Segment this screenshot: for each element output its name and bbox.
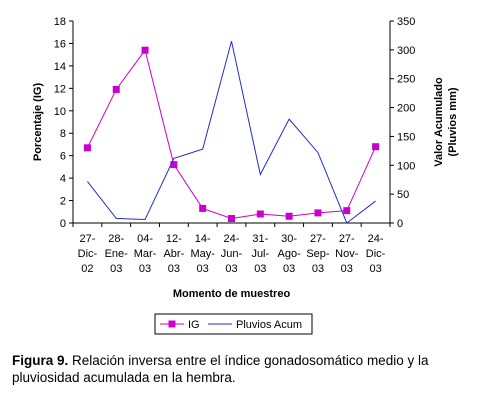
right-y-tick-label: 0 xyxy=(397,218,403,230)
left-y-tick-label: 2 xyxy=(60,196,66,208)
ig-data-point xyxy=(199,204,207,212)
x-tick-label: 27- xyxy=(79,233,95,245)
left-y-tick-label: 12 xyxy=(54,83,66,95)
x-tick-label: Sep- xyxy=(306,248,330,260)
x-tick-label: 03 xyxy=(283,263,295,275)
x-tick-label: 02 xyxy=(81,263,93,275)
chart-marks xyxy=(83,41,380,224)
x-tick-label: May- xyxy=(190,248,215,260)
x-axis-title: Momento de muestreo xyxy=(173,288,291,300)
right-y-axis-title-line-2: (Pluvios mm) xyxy=(447,87,459,156)
x-tick-label: 24- xyxy=(368,233,384,245)
left-y-tick-label: 14 xyxy=(54,61,66,73)
x-tick-label: 03 xyxy=(110,263,122,275)
x-tick-label: 03 xyxy=(341,263,353,275)
figure-caption-text: Relación inversa entre el índice gonados… xyxy=(12,353,429,385)
left-y-tick-label: 4 xyxy=(60,173,66,185)
x-tick-label: 24- xyxy=(224,233,240,245)
x-tick-label: 14- xyxy=(195,233,211,245)
x-tick-label: Jul- xyxy=(251,248,269,260)
x-tick-label: 03 xyxy=(139,263,151,275)
x-tick-label: Ago- xyxy=(278,248,302,260)
ig-data-point xyxy=(170,161,178,169)
x-tick-label: 03 xyxy=(254,263,266,275)
legend-box xyxy=(154,313,313,335)
x-tick-label: 27- xyxy=(339,233,355,245)
right-y-tick-label: 150 xyxy=(397,131,415,143)
legend-ig-label: IG xyxy=(188,319,200,331)
legend-ig-marker xyxy=(168,320,176,328)
x-tick-label: 03 xyxy=(168,263,180,275)
x-tick-label: Dic- xyxy=(78,248,98,260)
chart: 02468101214161805010015020025030035027-D… xyxy=(32,16,459,335)
figure-caption-label: Figura 9. xyxy=(12,353,69,368)
series-line-pluvios-acum xyxy=(87,41,376,224)
series-line-ig xyxy=(86,49,377,220)
x-tick-label: 03 xyxy=(312,263,324,275)
right-y-tick-label: 300 xyxy=(397,45,415,57)
ig-data-point xyxy=(83,144,91,152)
x-tick-label: Dic- xyxy=(366,248,386,260)
right-y-tick-label: 50 xyxy=(397,189,409,201)
x-tick-label: 31- xyxy=(252,233,268,245)
x-tick-label: Mar- xyxy=(134,248,157,260)
x-tick-label: 30- xyxy=(281,233,297,245)
ig-data-point xyxy=(256,210,264,218)
chart-legend: IG Pluvios Acum xyxy=(154,313,313,335)
figure-caption: Figura 9. Relación inversa entre el índi… xyxy=(12,352,482,386)
chart-tick-labels: 02468101214161805010015020025030035027-D… xyxy=(54,16,416,275)
legend-pluvios-label: Pluvios Acum xyxy=(236,319,302,331)
x-tick-label: 27- xyxy=(310,233,326,245)
right-y-axis-title-line-1: Valor Acumulado xyxy=(433,77,445,167)
ig-data-point xyxy=(141,46,149,54)
x-tick-label: Ene- xyxy=(105,248,129,260)
left-y-tick-label: 0 xyxy=(60,218,66,230)
ig-data-point xyxy=(112,85,120,93)
ig-data-point xyxy=(228,215,235,223)
right-y-tick-label: 200 xyxy=(397,103,415,115)
x-tick-label: Nov- xyxy=(335,248,359,260)
x-tick-label: 28- xyxy=(108,233,124,245)
ig-data-point xyxy=(343,207,351,215)
x-tick-label: Jun- xyxy=(221,248,243,260)
x-tick-label: 03 xyxy=(197,263,209,275)
right-y-tick-label: 250 xyxy=(397,74,415,86)
ig-data-point xyxy=(372,143,380,151)
x-tick-label: 12- xyxy=(166,233,182,245)
ig-data-point xyxy=(314,209,322,217)
x-tick-label: Abr- xyxy=(163,248,184,260)
x-tick-label: 03 xyxy=(225,263,237,275)
left-y-tick-label: 6 xyxy=(60,151,66,163)
left-y-tick-label: 18 xyxy=(54,16,66,28)
right-y-tick-label: 100 xyxy=(397,160,415,172)
x-tick-label: 04- xyxy=(137,233,153,245)
ig-data-point xyxy=(285,212,293,220)
chart-axes xyxy=(69,20,394,227)
left-y-axis-title: Porcentaje (IG) xyxy=(32,83,44,162)
right-y-tick-label: 350 xyxy=(397,16,415,28)
left-y-tick-label: 8 xyxy=(60,128,66,140)
x-tick-label: 03 xyxy=(369,263,381,275)
left-y-tick-label: 10 xyxy=(54,106,66,118)
left-y-tick-label: 16 xyxy=(54,38,66,50)
